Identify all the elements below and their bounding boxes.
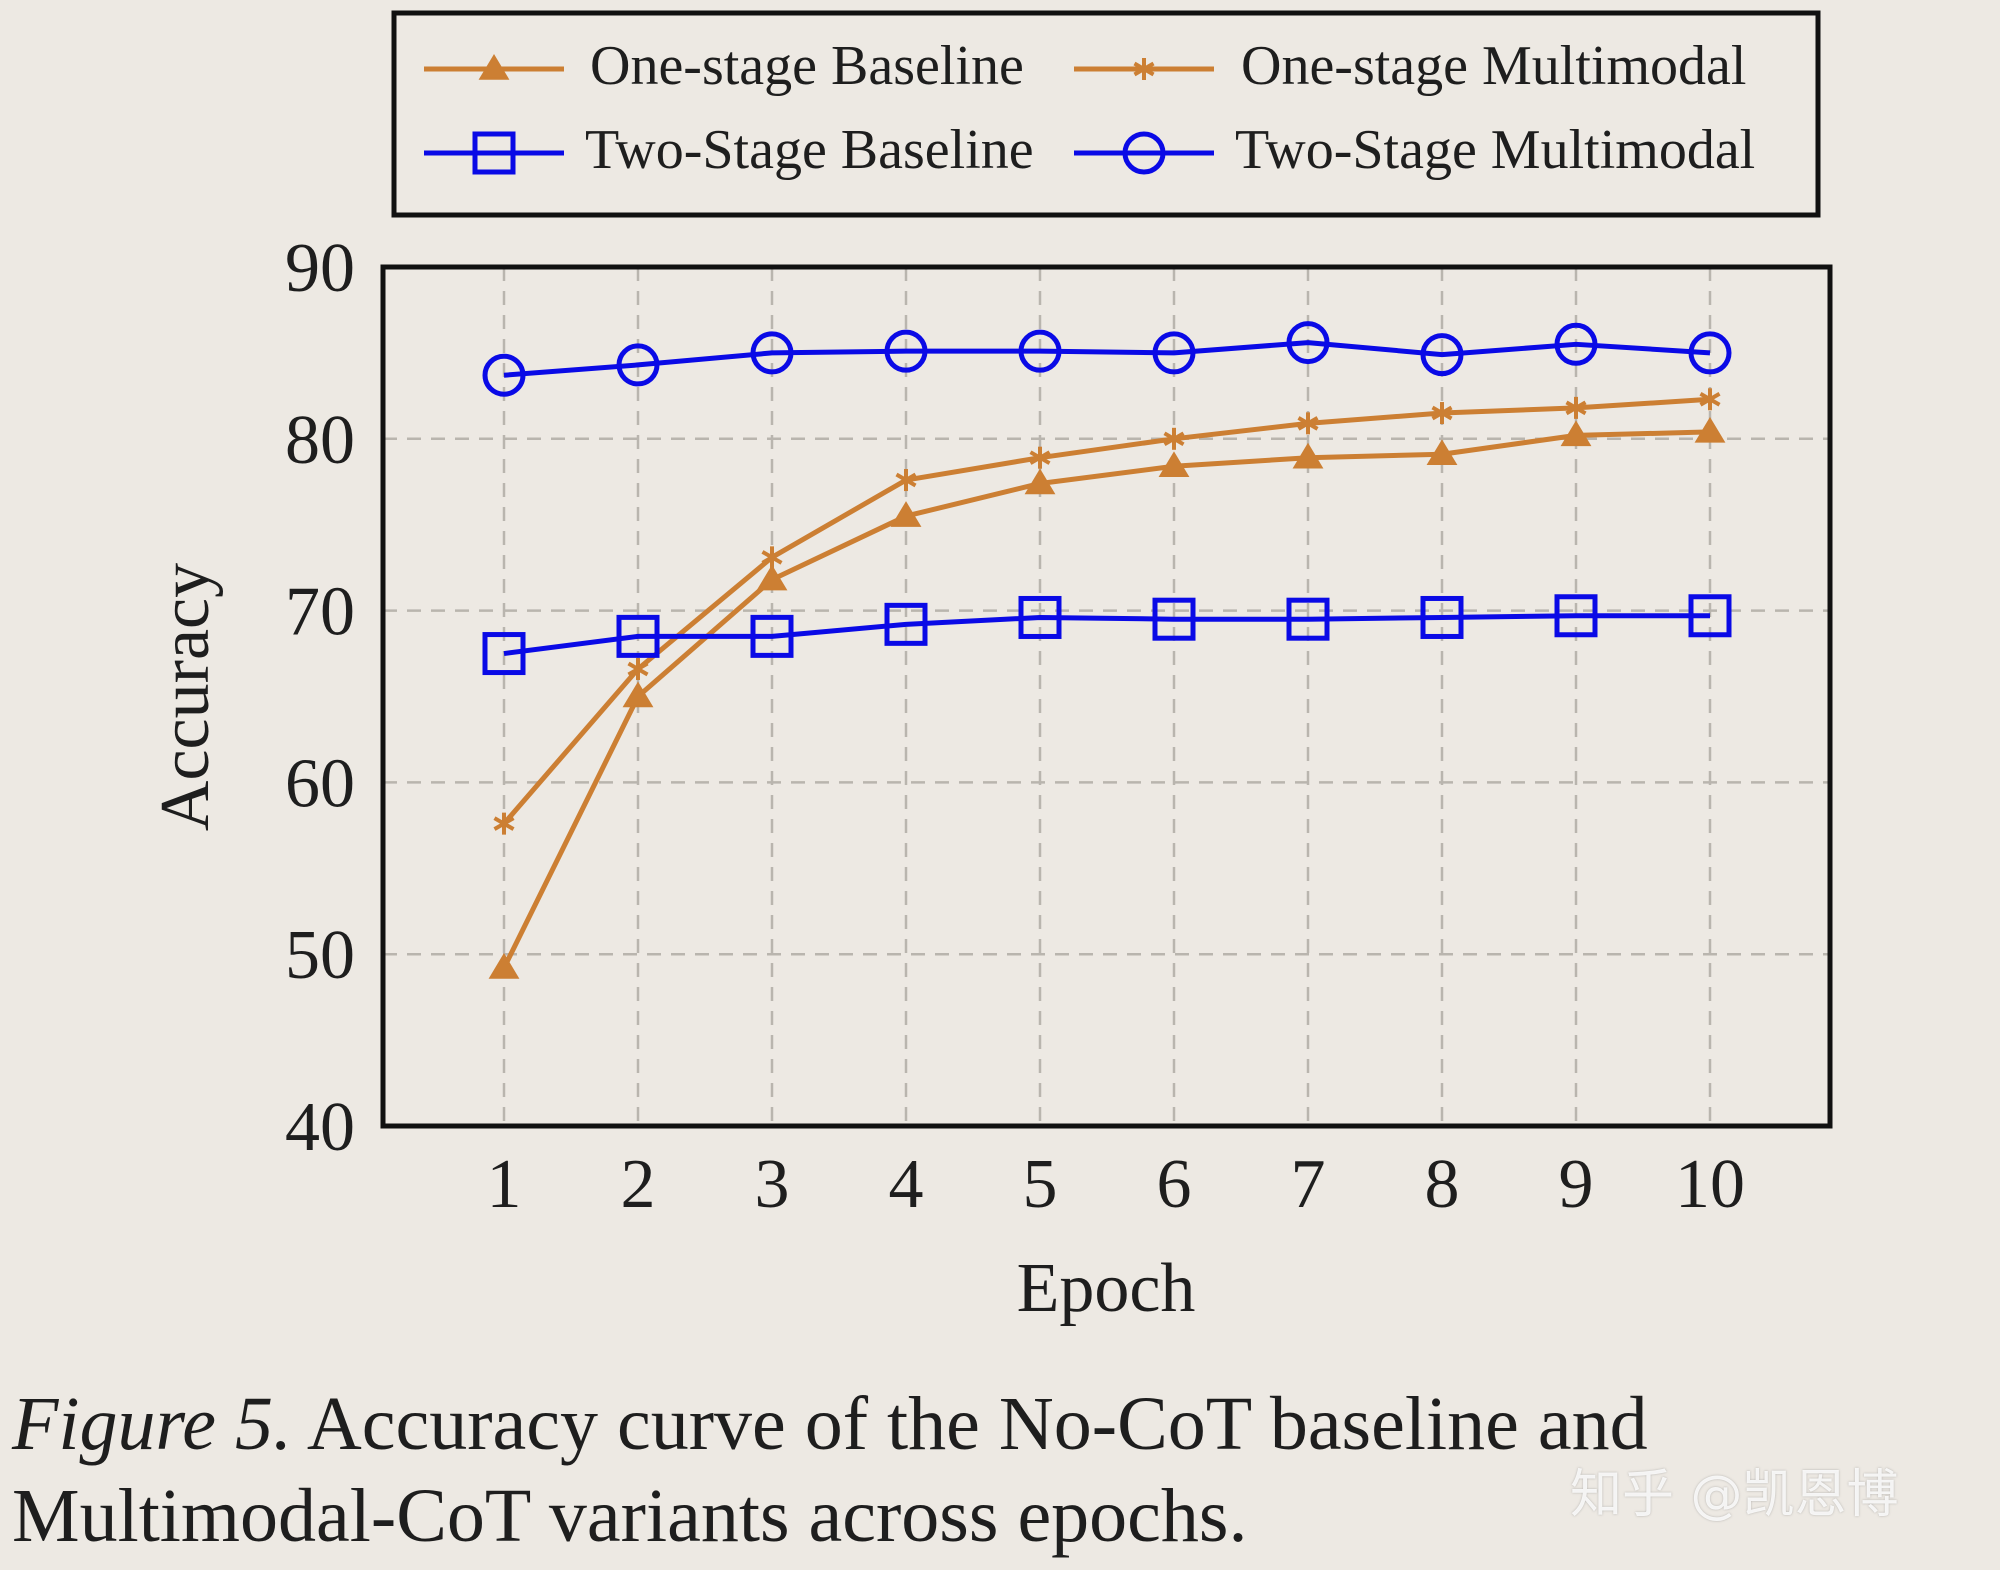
x-axis: 1 2 3 4 5 6 7 8 9 10 <box>487 1146 1746 1223</box>
watermark-text: 知乎 @凯恩博 <box>1570 1465 1899 1525</box>
x-tick-label: 7 <box>1291 1146 1326 1223</box>
legend-entry: Two-Stage Baseline <box>424 119 1034 181</box>
data-point <box>1420 595 1464 639</box>
x-tick-label: 6 <box>1157 1146 1192 1223</box>
data-point <box>1554 322 1598 366</box>
legend-entry: Two-Stage Multimodal <box>1074 119 1755 181</box>
data-point <box>1297 412 1319 435</box>
data-point <box>1024 468 1056 495</box>
data-point <box>488 953 520 979</box>
series-two-stage-multimodal <box>482 321 1732 397</box>
series-line <box>502 396 1711 826</box>
data-point <box>761 546 783 569</box>
data-point <box>1158 451 1190 478</box>
data-point <box>1420 333 1464 377</box>
legend-marker <box>478 54 510 80</box>
data-point <box>482 632 526 676</box>
data-point <box>890 501 922 527</box>
series-two-stage-baseline <box>482 594 1732 676</box>
y-tick-label: 80 <box>285 402 355 479</box>
data-point <box>884 329 928 373</box>
figure-caption: Figure 5. Accuracy curve of the No-CoT b… <box>12 1378 1987 1562</box>
legend-marker <box>472 131 516 175</box>
series-line <box>503 613 1710 657</box>
legend-marker <box>1133 58 1155 80</box>
data-point <box>750 614 794 658</box>
legend-label: Two-Stage Baseline <box>585 119 1034 181</box>
data-point <box>1565 396 1587 419</box>
data-point <box>622 681 654 708</box>
x-tick-label: 10 <box>1675 1146 1745 1223</box>
legend-entry: One-stage Multimodal <box>1074 35 1746 97</box>
data-point <box>1018 595 1062 639</box>
series-line <box>501 429 1711 970</box>
data-point <box>1152 597 1196 641</box>
x-tick-label: 2 <box>621 1146 656 1223</box>
data-point <box>1286 321 1330 365</box>
data-point <box>1694 416 1726 443</box>
series-line <box>503 340 1711 378</box>
grid <box>383 267 1830 1126</box>
data-point <box>895 469 917 492</box>
data-point <box>884 602 928 646</box>
legend: One-stage Baseline One-stage Multimodal Tw… <box>391 10 1821 218</box>
data-point <box>616 614 660 658</box>
legend-label: One-stage Multimodal <box>1241 35 1746 97</box>
series-one-stage-multimodal <box>493 388 1721 835</box>
x-tick-label: 1 <box>487 1146 522 1223</box>
legend-label: Two-Stage Multimodal <box>1235 119 1755 181</box>
data-point <box>1018 329 1062 373</box>
x-tick-label: 9 <box>1559 1146 1594 1223</box>
legend-entry: One-stage Baseline <box>424 35 1024 97</box>
legend-marker <box>1122 131 1166 175</box>
data-point <box>1554 594 1598 638</box>
data-point <box>1152 331 1196 375</box>
caption-text: Accuracy curve of the No-CoT baseline an… <box>12 1382 1648 1558</box>
data-point <box>1286 597 1330 641</box>
data-point <box>493 812 515 835</box>
y-tick-label: 50 <box>285 917 355 994</box>
data-point <box>1688 331 1732 375</box>
y-tick-label: 70 <box>285 574 355 651</box>
caption-label: Figure 5. <box>12 1382 293 1466</box>
data-point <box>756 564 788 591</box>
data-point <box>1292 442 1324 469</box>
x-tick-label: 4 <box>889 1146 924 1223</box>
series-one-stage-baseline <box>488 416 1726 979</box>
y-tick-label: 60 <box>285 745 355 822</box>
data-point <box>1688 594 1732 638</box>
x-tick-label: 5 <box>1023 1146 1058 1223</box>
plot-frame <box>380 264 1833 1129</box>
legend-frame <box>391 10 1821 218</box>
data-point <box>750 331 794 375</box>
data-point <box>1560 420 1592 447</box>
data-point <box>482 353 526 397</box>
data-point <box>627 658 649 681</box>
x-axis-label: Epoch <box>1017 1250 1196 1327</box>
data-point <box>616 343 660 387</box>
y-tick-label: 40 <box>285 1089 355 1166</box>
x-tick-label: 3 <box>755 1146 790 1223</box>
data-point <box>1426 439 1458 466</box>
y-axis-label: Accuracy <box>147 563 224 831</box>
x-tick-label: 8 <box>1425 1146 1460 1223</box>
series-layer <box>482 321 1732 979</box>
data-point <box>1163 427 1185 450</box>
y-tick-label: 90 <box>285 230 355 307</box>
legend-label: One-stage Baseline <box>590 35 1024 97</box>
y-axis: 40 50 60 70 80 90 <box>285 230 355 1166</box>
data-point <box>1699 388 1721 411</box>
data-point <box>1029 446 1051 469</box>
data-point <box>1431 402 1453 425</box>
